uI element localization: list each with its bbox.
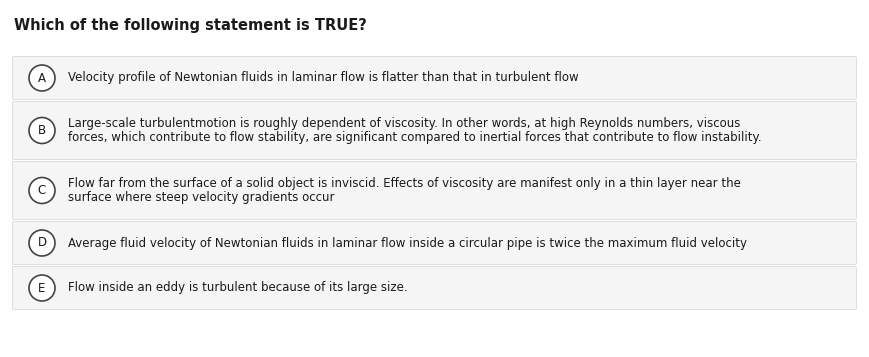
FancyBboxPatch shape: [12, 266, 857, 310]
Text: Flow inside an eddy is turbulent because of its large size.: Flow inside an eddy is turbulent because…: [68, 282, 408, 295]
FancyBboxPatch shape: [12, 221, 857, 265]
Text: A: A: [38, 71, 46, 85]
Text: forces, which contribute to flow stability, are significant compared to inertial: forces, which contribute to flow stabili…: [68, 131, 761, 144]
Text: D: D: [37, 236, 47, 250]
Text: Large-scale turbulentmotion is roughly dependent of viscosity. In other words, a: Large-scale turbulentmotion is roughly d…: [68, 117, 740, 130]
Text: Which of the following statement is TRUE?: Which of the following statement is TRUE…: [14, 18, 367, 33]
Circle shape: [29, 177, 55, 203]
Circle shape: [29, 117, 55, 144]
Circle shape: [29, 230, 55, 256]
Text: Flow far from the surface of a solid object is inviscid. Effects of viscosity ar: Flow far from the surface of a solid obj…: [68, 177, 741, 190]
Text: Velocity profile of Newtonian fluids in laminar flow is flatter than that in tur: Velocity profile of Newtonian fluids in …: [68, 71, 579, 85]
Text: C: C: [38, 184, 46, 197]
FancyBboxPatch shape: [12, 101, 857, 160]
Text: B: B: [38, 124, 46, 137]
Text: E: E: [38, 282, 46, 295]
FancyBboxPatch shape: [12, 56, 857, 100]
Circle shape: [29, 65, 55, 91]
Text: surface where steep velocity gradients occur: surface where steep velocity gradients o…: [68, 191, 335, 204]
Text: Average fluid velocity of Newtonian fluids in laminar flow inside a circular pip: Average fluid velocity of Newtonian flui…: [68, 236, 747, 250]
Circle shape: [29, 275, 55, 301]
FancyBboxPatch shape: [12, 161, 857, 220]
